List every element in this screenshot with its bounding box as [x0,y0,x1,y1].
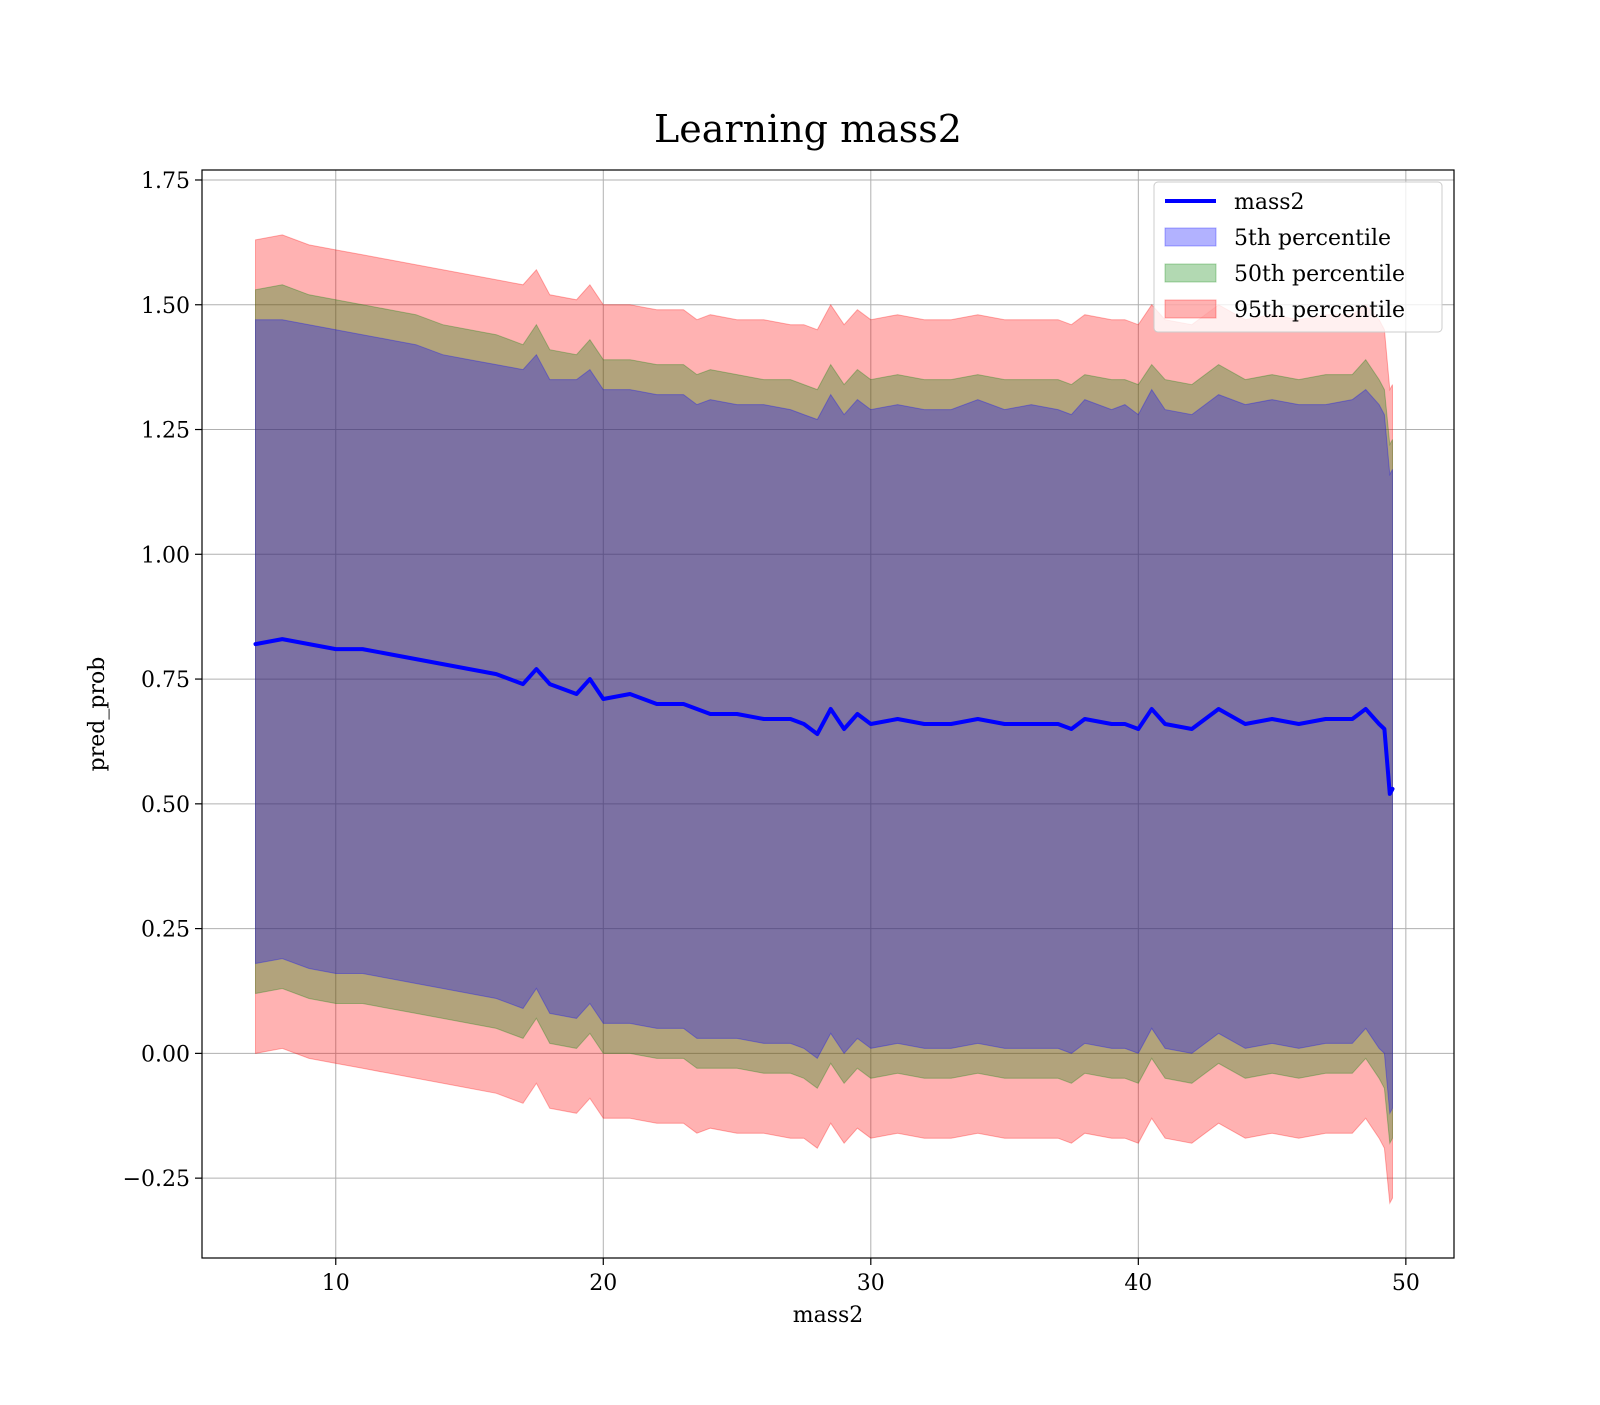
y-tick-label: 0.50 [141,793,190,818]
x-tick-label: 40 [1124,1271,1152,1296]
x-tick-label: 50 [1392,1271,1420,1296]
legend-swatch-50th [1164,263,1217,283]
legend-label-50th: 50th percentile [1234,262,1405,287]
bands-layer [255,234,1393,1205]
legend-label-5th: 5th percentile [1234,226,1391,251]
y-tick-label: 1.75 [141,169,190,194]
legend-label-mass2: mass2 [1234,190,1305,215]
grid-layer [202,170,1454,1258]
legend: mass2 5th percentile 50th percentile 95t… [1153,181,1443,333]
x-axis-label: mass2 [793,1303,864,1328]
x-tick-label: 10 [322,1271,350,1296]
legend-swatch-95th [1164,299,1217,319]
percentile-band [255,319,1393,1115]
series-layer [253,637,1395,796]
y-tick-label: −0.25 [123,1167,190,1192]
y-tick-label: 0.00 [141,1042,190,1067]
y-tick-label: 1.25 [141,419,190,444]
percentile-band [255,284,1393,1145]
y-tick-label: 1.50 [141,294,190,319]
x-axis-ticks: 10 20 30 40 50 [322,1258,1420,1296]
chart-title: Learning mass2 [654,107,962,151]
series-line [253,637,1395,796]
legend-frame [1153,181,1443,333]
x-tick-label: 30 [857,1271,885,1296]
y-tick-label: 0.25 [141,918,190,943]
y-axis-ticks: −0.25 0.00 0.25 0.50 0.75 1.00 1.25 1.50 1.75 [123,169,202,1192]
y-tick-label: 0.75 [141,668,190,693]
legend-label-95th: 95th percentile [1234,298,1405,323]
legend-swatch-5th [1164,227,1217,247]
x-tick-label: 20 [589,1271,617,1296]
y-tick-label: 1.00 [141,543,190,568]
plot-frame [201,169,1455,1259]
y-axis-label: pred_prob [85,657,110,772]
